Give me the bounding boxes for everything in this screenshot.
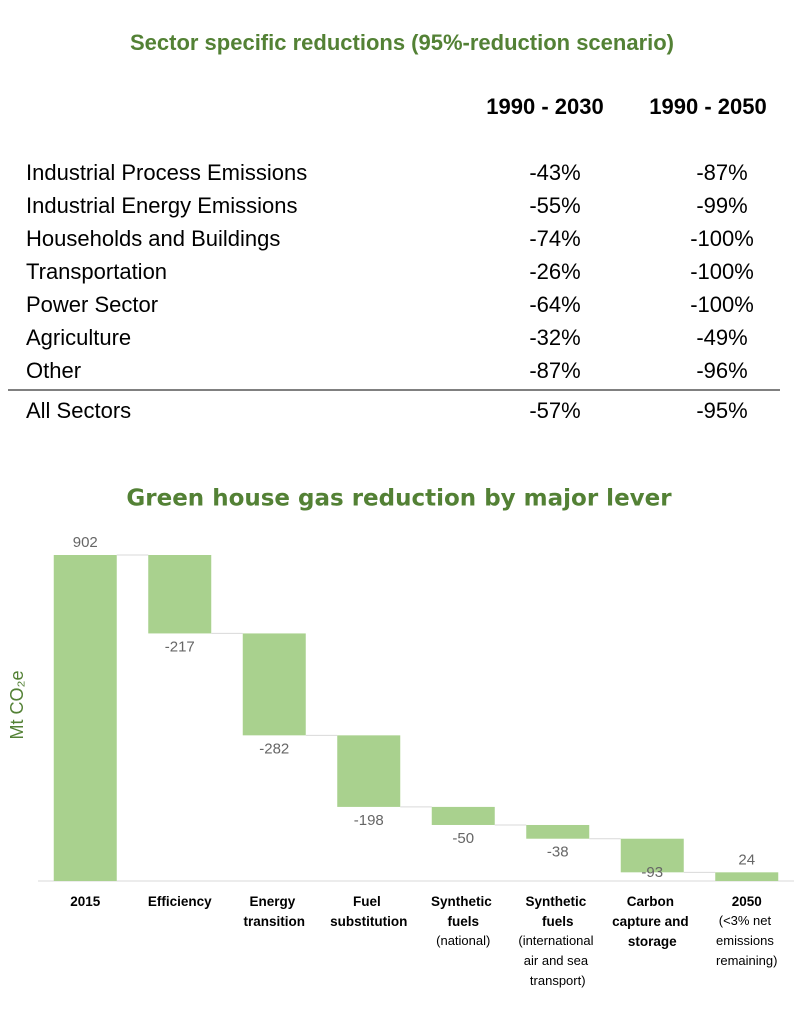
chart-title: Green house gas reduction by major lever (126, 486, 672, 512)
value-label: 902 (73, 534, 98, 551)
column-header: 1990 - 2050 (649, 94, 766, 119)
cell: -96% (696, 358, 747, 383)
x-tick-label: 2050 (732, 894, 762, 909)
cell: -100% (690, 259, 754, 284)
value-label: -93 (641, 864, 663, 881)
x-tick-label: Synthetic fuels (525, 894, 590, 929)
cell: -55% (529, 193, 580, 218)
x-tick-label: Carbon capture and storage (612, 894, 692, 949)
cell: -95% (696, 398, 747, 423)
value-label: -38 (547, 844, 569, 861)
value-label: -50 (452, 830, 474, 847)
cell: -57% (529, 398, 580, 423)
row-label: Industrial Process Emissions (26, 160, 307, 185)
bar (526, 824, 590, 839)
x-tick-note: (international air and sea transport) (518, 933, 597, 988)
cell: -87% (696, 160, 747, 185)
value-label: -217 (165, 638, 195, 655)
cell: -43% (529, 160, 580, 185)
bar (715, 872, 779, 881)
x-tick-label: 2015 (70, 894, 101, 909)
cell: -87% (529, 358, 580, 383)
y-axis-label: Mt CO₂e (7, 671, 27, 740)
table-title: Sector specific reductions (95%-reductio… (130, 30, 674, 55)
row-label: All Sectors (26, 398, 131, 423)
row-label: Industrial Energy Emissions (26, 193, 297, 218)
bar (148, 555, 212, 634)
value-label: -198 (354, 812, 384, 829)
cell: -49% (696, 325, 747, 350)
cell: -100% (690, 292, 754, 317)
bar (242, 633, 306, 736)
row-label: Agriculture (26, 325, 131, 350)
row-label: Other (26, 358, 81, 383)
cell: -100% (690, 226, 754, 251)
bar (337, 735, 401, 807)
cell: -74% (529, 226, 580, 251)
row-label: Transportation (26, 259, 167, 284)
row-label: Power Sector (26, 292, 158, 317)
cell: -99% (696, 193, 747, 218)
x-tick-label: Efficiency (148, 894, 212, 909)
x-tick-note: (<3% net emissions remaining) (716, 913, 777, 968)
bar (431, 806, 495, 825)
value-label: -282 (259, 740, 289, 757)
bar (620, 838, 684, 873)
bar (53, 555, 117, 881)
row-label: Households and Buildings (26, 226, 280, 251)
cell: -26% (529, 259, 580, 284)
x-tick-label: Synthetic fuels (431, 894, 496, 929)
cell: -64% (529, 292, 580, 317)
x-tick-label: Energy transition (243, 894, 305, 929)
value-label: 24 (738, 851, 755, 868)
x-tick-note: (national) (436, 933, 490, 948)
cell: -32% (529, 325, 580, 350)
x-tick-label: Fuel substitution (330, 894, 407, 929)
column-header: 1990 - 2030 (486, 94, 603, 119)
